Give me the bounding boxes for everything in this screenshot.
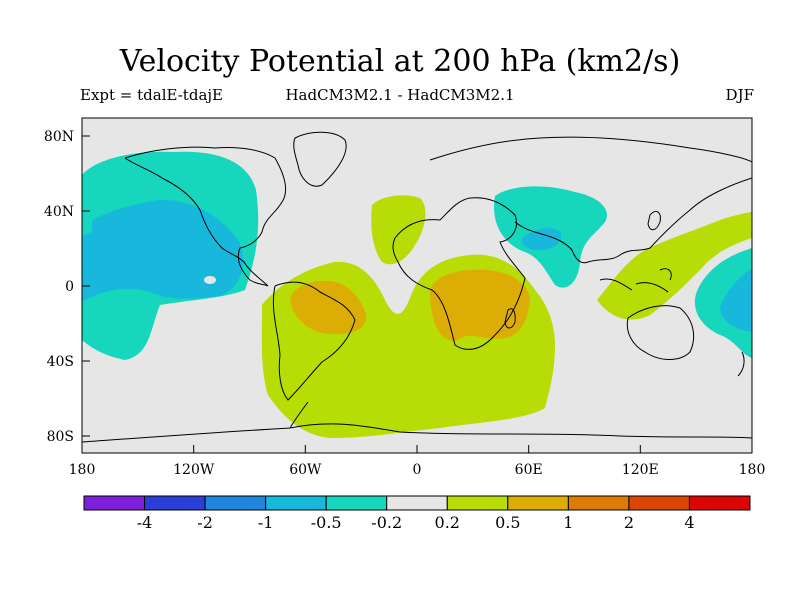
lat-label: 40N [44, 204, 74, 220]
coastline-africa-europe [392, 197, 526, 350]
colorbar-label: -0.5 [311, 513, 342, 532]
lon-label: 120W [173, 462, 215, 478]
model-label: HadCM3M2.1 - HadCM3M2.1 [285, 86, 515, 104]
colorbar-label: -0.2 [371, 513, 402, 532]
contour-indowest-positive-weak [597, 212, 752, 320]
colorbar-label: 0.5 [495, 513, 520, 532]
season-label: DJF [725, 86, 754, 104]
coastline-north-america [124, 146, 286, 287]
colorbar-swatch [325, 495, 388, 511]
lon-label: 60E [515, 462, 543, 478]
coastline-madagascar [504, 308, 516, 329]
contour-dateline-negative-weak [82, 212, 92, 236]
colorbar-swatch [567, 495, 630, 511]
colorbar-label: 0.2 [435, 513, 460, 532]
lon-label: 60W [289, 462, 322, 478]
lat-label: 80S [47, 429, 74, 445]
longitude-axis: 180 120W 60W 0 60E 120E 180 [69, 445, 766, 478]
contour-hole-pacific [204, 276, 216, 284]
colorbar-swatch [628, 495, 690, 511]
experiment-label: Expt = tdalE-tdajE [80, 86, 223, 104]
coastlines [82, 131, 752, 443]
lat-label: 40S [47, 354, 74, 370]
colorbar: -4 -2 -1 -0.5 -0.2 0.2 0.5 1 2 4 [83, 495, 751, 532]
coastline-indonesia [599, 268, 672, 293]
contour-samerica-positive-mid [290, 280, 367, 335]
colorbar-label: -4 [137, 513, 153, 532]
colorbar-swatch [83, 495, 146, 511]
colorbar-label: -1 [258, 513, 274, 532]
coastline-antarctic-peninsula [289, 401, 309, 429]
coastline-greenland [293, 131, 347, 187]
contour-africa-positive-mid [430, 269, 530, 341]
colorbar-swatch [446, 495, 509, 511]
contour-fields [82, 131, 752, 443]
contour-asia-negative-mid [521, 228, 562, 250]
lon-label: 120E [622, 462, 659, 478]
colorbar-label: 1 [563, 513, 573, 532]
colorbar-swatch [265, 495, 327, 511]
contour-natlantic-positive-weak [371, 195, 426, 265]
colorbar-swatch [144, 495, 206, 511]
colorbar-label: 4 [684, 513, 694, 532]
colorbar-swatch [507, 495, 569, 511]
lat-label: 80N [44, 129, 74, 145]
coastline-south-america [272, 281, 356, 401]
coastline-antarctica [82, 423, 752, 443]
lon-label: 180 [69, 462, 96, 478]
latitude-axis: 80N 40N 0 40S 80S [44, 129, 90, 445]
contour-westpac-negative-mid [720, 268, 752, 332]
colorbar-swatch [688, 495, 751, 511]
coastline-eurasia [429, 136, 752, 264]
colorbar-label: -2 [197, 513, 213, 532]
lon-label: 180 [739, 462, 766, 478]
chart-title: Velocity Potential at 200 hPa (km2/s) [119, 44, 681, 79]
colorbar-label: 2 [624, 513, 634, 532]
colorbar-swatch [386, 495, 448, 511]
contour-pacific-negative-mid [82, 199, 244, 300]
coastline-new-zealand [737, 351, 745, 377]
lat-label: 0 [65, 279, 74, 295]
coastline-australia [626, 305, 695, 360]
colorbar-swatch [204, 495, 267, 511]
lon-label: 0 [413, 462, 422, 478]
coastline-japan [647, 211, 661, 231]
